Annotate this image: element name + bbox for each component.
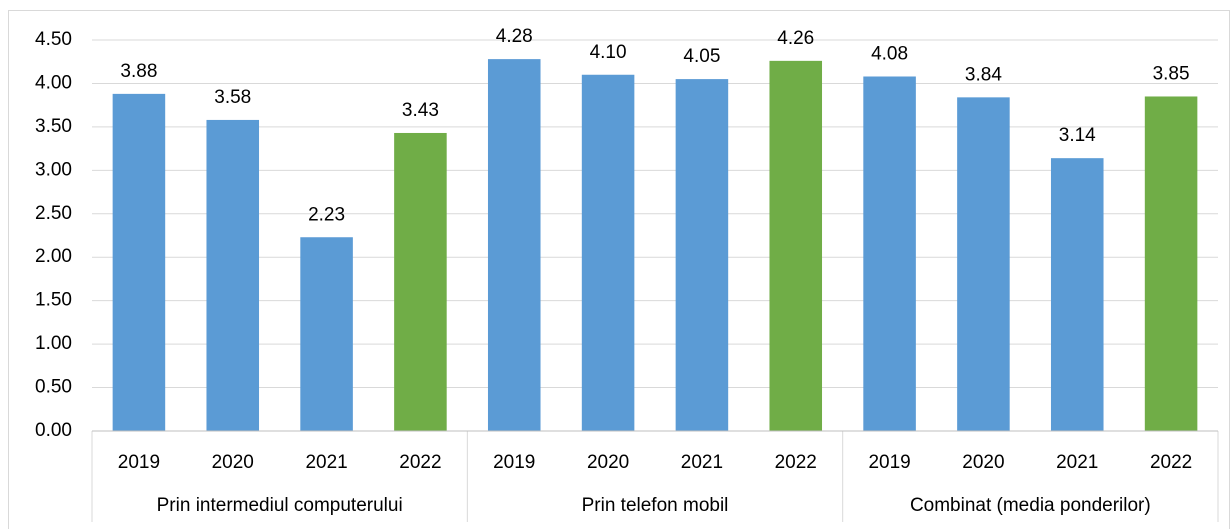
value-label: 3.14 <box>1059 125 1096 146</box>
value-label: 4.10 <box>590 42 627 63</box>
bar <box>1144 96 1198 431</box>
bar <box>487 59 541 432</box>
x-tick-label: 2022 <box>399 452 441 473</box>
chart-frame <box>8 10 1230 529</box>
y-tick-label: 1.50 <box>35 290 72 311</box>
y-tick-label: 1.00 <box>35 333 72 354</box>
x-tick-label: 2019 <box>118 452 160 473</box>
bar <box>863 76 916 431</box>
bar <box>1050 158 1104 431</box>
bar <box>206 119 260 431</box>
x-tick-label: 2022 <box>1150 452 1192 473</box>
value-label: 4.08 <box>871 44 908 65</box>
x-tick-label: 2021 <box>681 452 723 473</box>
bar <box>769 60 823 431</box>
y-tick-label: 3.50 <box>35 116 72 137</box>
x-tick-label: 2022 <box>775 452 817 473</box>
y-tick-label: 4.50 <box>35 29 72 50</box>
value-label: 4.26 <box>777 28 814 49</box>
y-tick-label: 2.00 <box>35 246 72 267</box>
value-label: 3.84 <box>965 64 1002 85</box>
bar <box>300 237 353 431</box>
bar <box>394 132 447 431</box>
x-tick-label: 2020 <box>962 452 1004 473</box>
bar <box>112 93 166 432</box>
y-tick-label: 3.00 <box>35 159 72 180</box>
y-tick-label: 0.50 <box>35 377 72 398</box>
group-label: Prin telefon mobil <box>582 495 729 516</box>
y-tick-label: 0.00 <box>35 420 72 441</box>
x-tick-label: 2020 <box>587 452 629 473</box>
x-tick-label: 2021 <box>305 452 347 473</box>
value-label: 3.43 <box>402 100 439 121</box>
group-label: Combinat (media ponderilor) <box>910 495 1151 516</box>
x-tick-label: 2019 <box>868 452 910 473</box>
bar <box>957 97 1010 431</box>
value-label: 4.05 <box>683 46 720 67</box>
y-tick-label: 2.50 <box>35 203 72 224</box>
bar <box>581 74 635 431</box>
x-tick-label: 2019 <box>493 452 535 473</box>
value-label: 3.85 <box>1153 63 1190 84</box>
x-tick-label: 2020 <box>212 452 254 473</box>
x-tick-label: 2021 <box>1056 452 1098 473</box>
value-label: 2.23 <box>308 204 345 225</box>
value-label: 3.88 <box>120 61 157 82</box>
group-label: Prin intermediul computerului <box>157 495 403 516</box>
value-label: 3.58 <box>214 87 251 108</box>
y-tick-label: 4.00 <box>35 72 72 93</box>
value-label: 4.28 <box>496 26 533 47</box>
bar <box>675 79 729 431</box>
